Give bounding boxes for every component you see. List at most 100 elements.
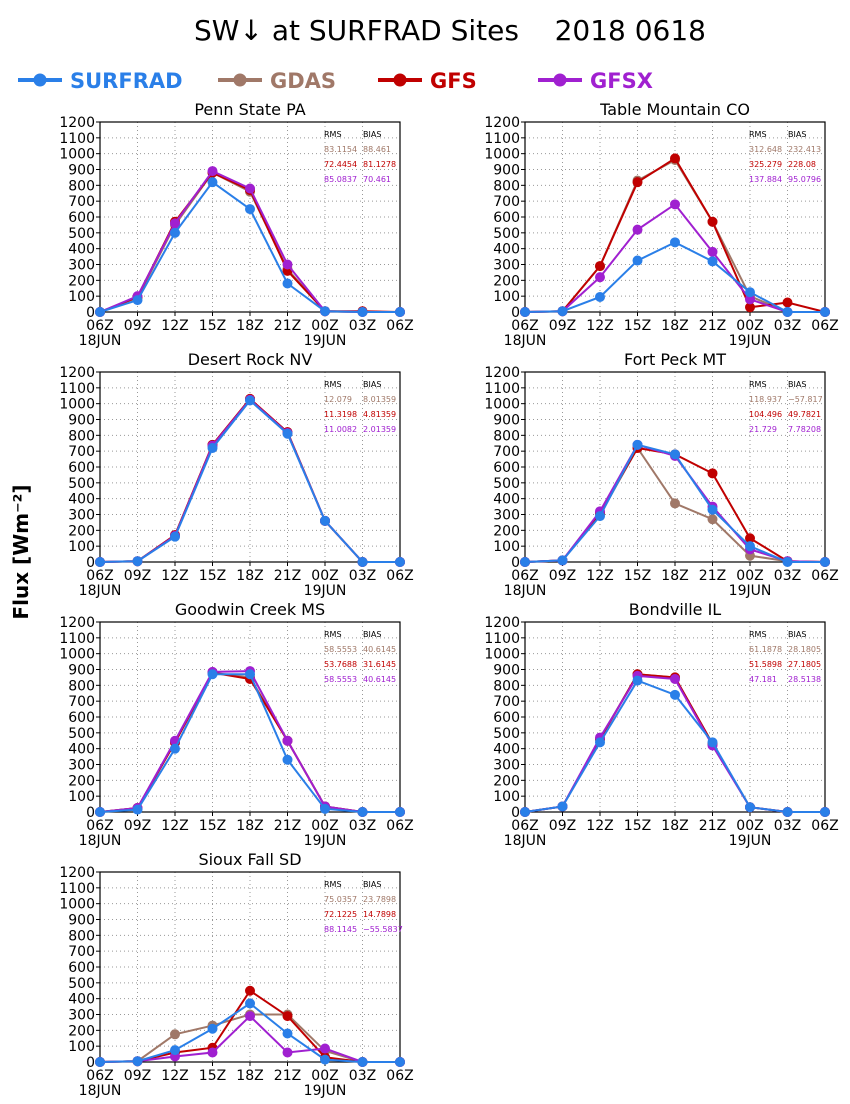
y-tick-label: 300 [493,258,520,274]
data-point [245,669,255,680]
data-point [632,675,643,686]
legend-label-gfs: GFS [430,69,477,93]
y-tick-label: 1100 [484,381,520,397]
y-tick-label: 800 [493,178,520,194]
x-tick-label: 06Z [811,818,838,834]
x-tick-label: 12Z [161,818,188,834]
x-date-label: 18JUN [504,583,547,599]
stats-rms-value: 83.1154 [324,145,357,154]
data-point [132,295,143,306]
x-tick-label: 06Z [511,318,538,334]
data-point [595,511,605,522]
data-point [632,439,643,450]
stats-bias-value: 81.1278 [363,160,396,169]
y-tick-label: 500 [68,976,95,992]
stats-bias-value: 8.01359 [363,395,396,404]
x-tick-label: 15Z [624,818,651,834]
series-surfrad [95,395,405,567]
data-point [170,218,180,229]
data-point [782,297,793,308]
data-point [670,153,680,164]
stats-bias-value: 2.01359 [363,425,396,434]
y-axis-label: Flux [Wm⁻²] [9,484,33,619]
x-tick-label: 06Z [86,1068,113,1084]
y-tick-label: 1000 [59,147,95,163]
x-tick-label: 00Z [311,818,338,834]
data-point [707,246,718,257]
y-tick-label: 800 [493,678,520,694]
stats-bias-value: −57.817 [788,395,823,404]
y-tick-label: 1200 [59,865,95,881]
y-tick-label: 1200 [59,365,95,381]
x-tick-label: 12Z [586,318,613,334]
x-tick-label: 03Z [774,568,801,584]
x-tick-label: 12Z [161,318,188,334]
data-point [520,807,530,817]
stats-header-bias: BIAS [788,630,806,639]
panel-4: Fort Peck MT 0100200300400500600700800900… [484,350,838,599]
y-tick-label: 400 [68,492,95,508]
stats-bias-value: −55.5837 [363,925,403,934]
y-tick-label: 600 [68,210,95,226]
x-tick-label: 03Z [774,818,801,834]
stats-table: RMS BIAS 83.1154 88.461 72.4454 81.1278 85.083… [324,130,396,184]
x-tick-label: 12Z [586,568,613,584]
data-point [820,307,830,317]
legend-marker-surfrad [33,73,47,87]
y-tick-label: 300 [68,258,95,274]
series-surfrad [95,669,405,817]
stats-bias-value: 28.1805 [788,645,821,654]
stats-header-rms: RMS [324,880,342,889]
stats-rms-value: 12.079 [324,395,352,404]
x-tick-label: 15Z [199,818,226,834]
data-point [320,515,330,526]
stats-table: RMS BIAS 58.5553 40.6145 53.7688 31.6145 58.55… [324,630,396,684]
stats-bias-value: 28.5138 [788,675,821,684]
data-point [595,291,605,302]
data-point [170,227,180,238]
x-date-label: 19JUN [304,333,347,349]
x-tick-label: 21Z [699,818,726,834]
stats-header-bias: BIAS [363,630,381,639]
legend-item-gfsx: GFSX [538,69,653,93]
stats-bias-value: 7.78208 [788,425,821,434]
x-tick-label: 09Z [124,818,151,834]
x-date-label: 18JUN [504,833,547,849]
panel-3: Desert Rock NV 01002003004005006007008009… [59,350,413,599]
stats-bias-value: 70.461 [363,175,391,184]
legend-label-gdas: GDAS [270,69,336,93]
y-tick-label: 700 [493,694,520,710]
panel-title: Bondville IL [629,600,722,619]
data-point [707,256,718,267]
legend-item-gdas: GDAS [218,69,336,93]
stats-rms-value: 118.937 [749,395,782,404]
panel-1: Penn State PA 010020030040050060070080090… [59,100,413,349]
y-tick-label: 800 [68,928,95,944]
y-tick-label: 400 [493,242,520,258]
stats-bias-value: 31.6145 [363,660,396,669]
data-point [282,1028,293,1039]
y-tick-label: 900 [68,663,95,679]
y-tick-label: 0 [86,1055,95,1071]
x-tick-label: 00Z [736,568,763,584]
data-point [170,1029,180,1040]
legend-item-gfs: GFS [378,69,477,93]
x-date-label: 19JUN [304,583,347,599]
data-point [520,557,530,567]
x-tick-label: 06Z [511,568,538,584]
legend: SURFRAD GDAS GFS GFSX [18,69,653,93]
data-point [95,1057,105,1067]
y-tick-label: 900 [493,413,520,429]
x-tick-label: 12Z [586,818,613,834]
stats-rms-value: 51.5898 [749,660,782,669]
data-point [282,278,293,289]
series-surfrad [520,439,830,567]
data-point [320,803,330,814]
data-point [820,557,830,567]
y-tick-label: 300 [68,508,95,524]
y-tick-label: 100 [493,789,520,805]
y-tick-label: 400 [493,492,520,508]
x-tick-label: 09Z [549,318,576,334]
y-tick-label: 500 [68,226,95,242]
data-point [207,669,218,680]
